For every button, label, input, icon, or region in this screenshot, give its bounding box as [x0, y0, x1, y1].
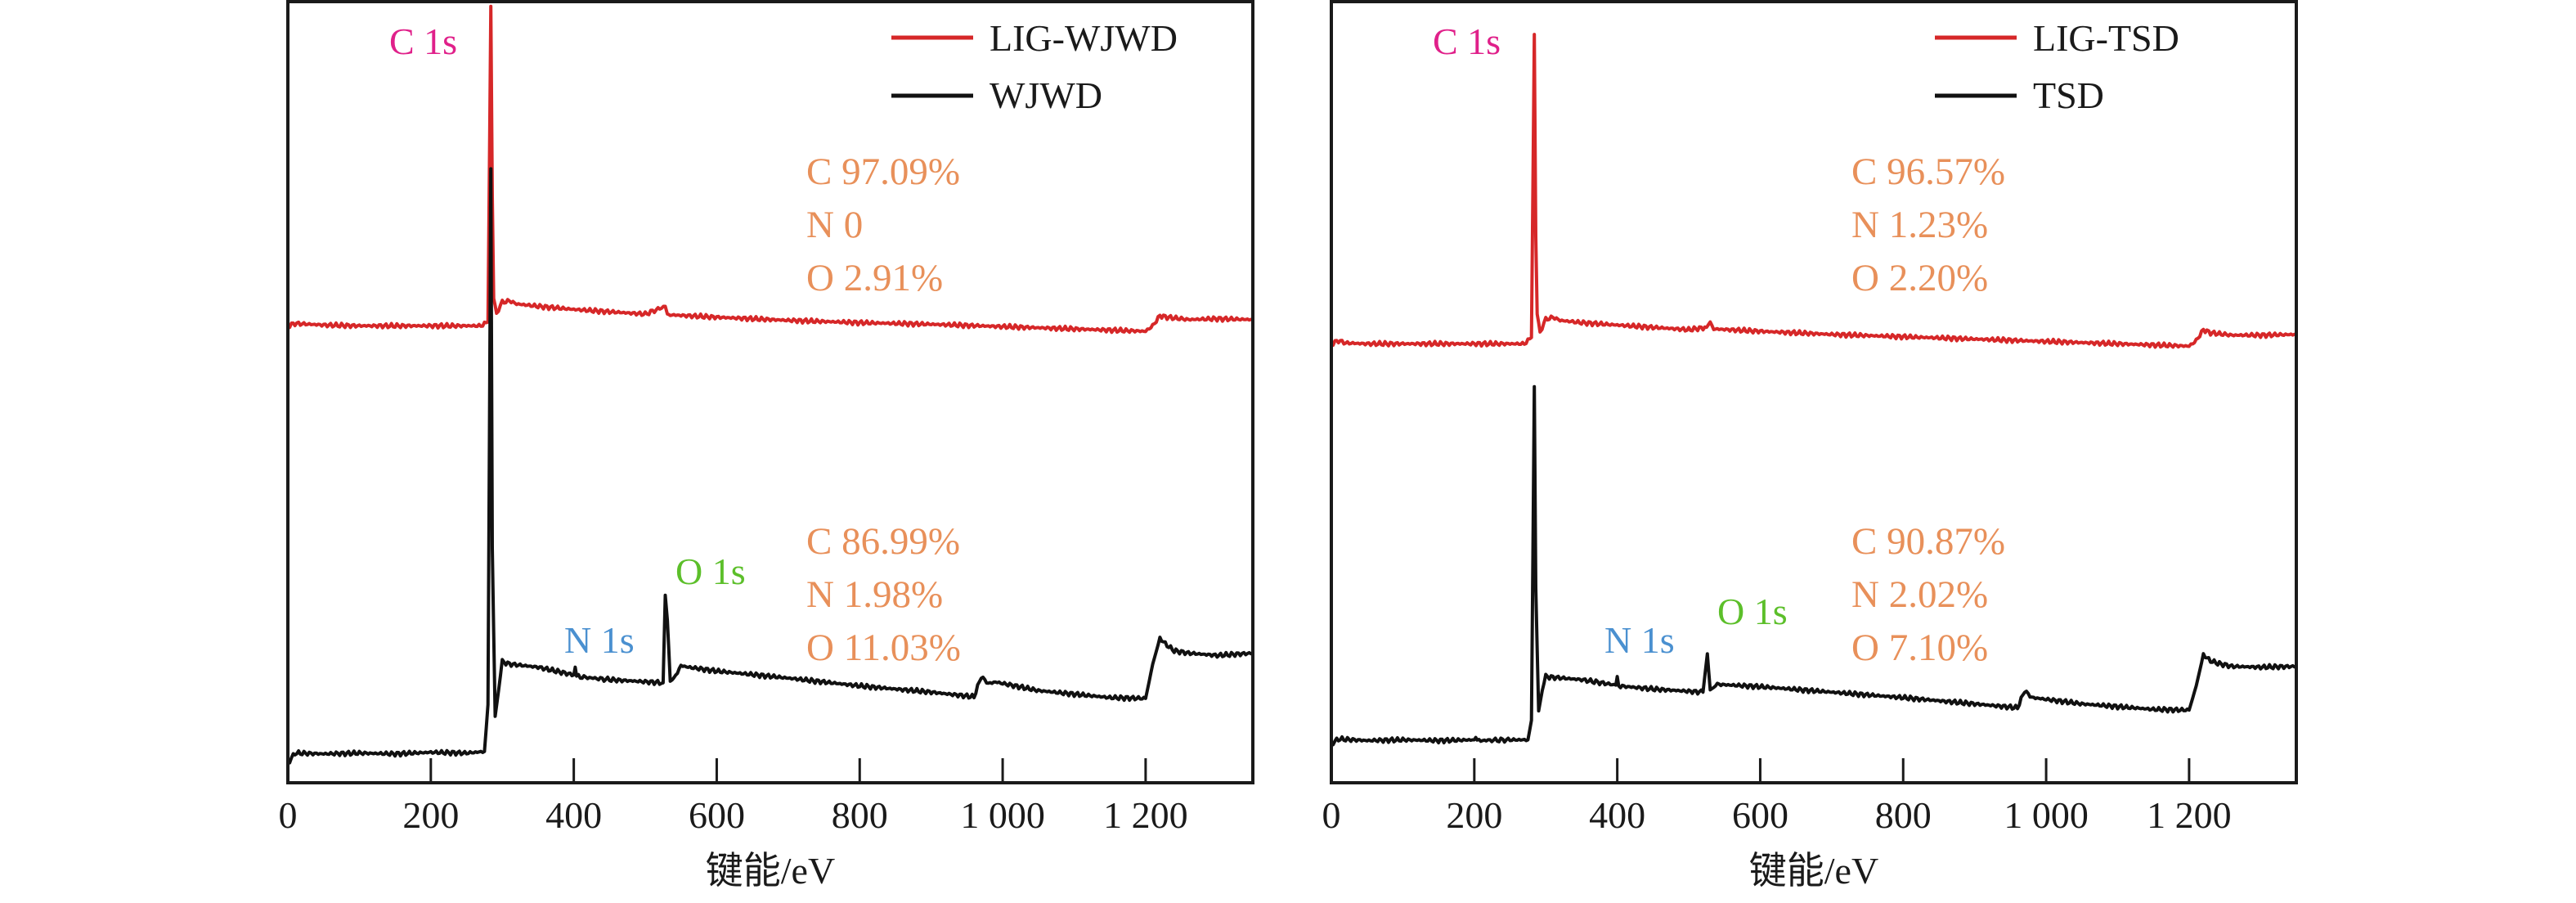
- composition-red-n: N 0: [806, 204, 863, 246]
- composition-black-c: C 86.99%: [806, 520, 960, 563]
- composition-black-n: N 2.02%: [1851, 573, 1988, 616]
- legend-label: LIG-TSD: [2033, 17, 2179, 59]
- composition-black-n: N 1.98%: [806, 573, 943, 616]
- x-tick-label: 200: [402, 794, 459, 836]
- x-tick-label: 200: [1446, 794, 1502, 836]
- legend-label: WJWD: [990, 74, 1102, 116]
- panel-left: 0 200 400 600 800 1 000 1 200 LIG-WJWD WJWD C …: [279, 0, 1254, 892]
- composition-red-c: C 97.09%: [806, 150, 960, 193]
- series-layer-right: [1330, 33, 2297, 747]
- series-line-wjwd: [287, 167, 1254, 765]
- legend-left: LIG-WJWD WJWD: [891, 17, 1178, 116]
- o1s-peak-label: O 1s: [1717, 591, 1788, 632]
- x-tick-label: 800: [832, 794, 888, 836]
- composition-red-o: O 2.91%: [806, 257, 943, 299]
- plot-frame: [1330, 0, 2298, 784]
- x-tick-label: 1 000: [960, 794, 1045, 836]
- o1s-peak-label: O 1s: [675, 550, 746, 592]
- x-tick-label: 0: [279, 794, 298, 836]
- x-tick-label: 1 000: [2004, 794, 2089, 836]
- x-tick-label: 600: [689, 794, 745, 836]
- x-axis-title: 键能/eV: [1749, 850, 1878, 892]
- n1s-peak-label: N 1s: [564, 619, 635, 661]
- x-tick-label: 1 200: [2147, 794, 2232, 836]
- x-ticks-left: 0 200 400 600 800 1 000 1 200: [279, 758, 1188, 836]
- x-tick-label: 400: [545, 794, 602, 836]
- n1s-peak-label: N 1s: [1604, 619, 1675, 661]
- legend-label: LIG-WJWD: [990, 17, 1178, 59]
- x-tick-label: 1 200: [1103, 794, 1188, 836]
- series-layer-left: [286, 4, 1254, 765]
- series-line-lig-tsd: [1330, 33, 2297, 349]
- x-tick-label: 400: [1589, 794, 1645, 836]
- composition-black-o: O 7.10%: [1851, 627, 1988, 669]
- plot-frame: [286, 0, 1254, 784]
- x-ticks-right: 0 200 400 600 800 1 000 1 200: [1322, 758, 2232, 836]
- composition-black-c: C 90.87%: [1851, 520, 2005, 563]
- series-line-lig-wjwd: [286, 4, 1254, 335]
- legend-right: LIG-TSD TSD: [1935, 17, 2179, 116]
- x-tick-label: 600: [1732, 794, 1788, 836]
- series-line-tsd: [1330, 384, 2297, 747]
- composition-black-o: O 11.03%: [806, 627, 961, 669]
- x-tick-label: 0: [1322, 794, 1341, 836]
- x-axis-title: 键能/eV: [706, 850, 835, 892]
- composition-red-n: N 1.23%: [1851, 204, 1988, 246]
- composition-red-c: C 96.57%: [1851, 150, 2005, 193]
- legend-label: TSD: [2033, 74, 2104, 116]
- c1s-peak-label: C 1s: [1433, 20, 1501, 62]
- x-tick-label: 800: [1875, 794, 1932, 836]
- composition-red-o: O 2.20%: [1851, 257, 1988, 299]
- panel-right: 0 200 400 600 800 1 000 1 200 LIG-TSD TSD C 1s…: [1322, 0, 2298, 892]
- c1s-peak-label: C 1s: [389, 20, 457, 62]
